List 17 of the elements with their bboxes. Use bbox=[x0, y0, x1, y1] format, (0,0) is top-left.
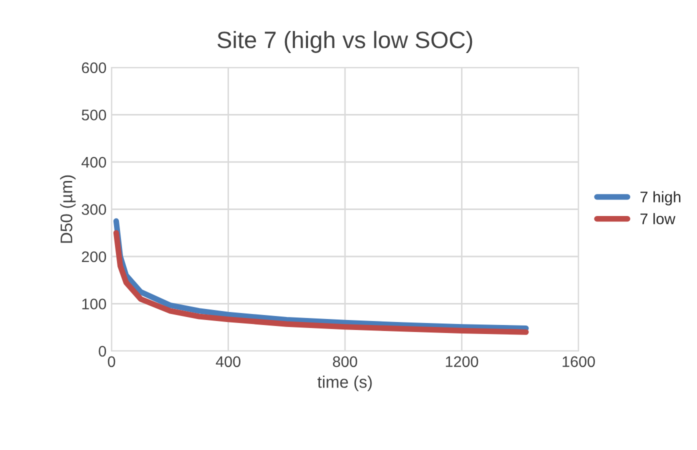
x-tick-label: 1600 bbox=[562, 356, 595, 368]
y-tick-label: 400 bbox=[82, 156, 106, 168]
y-tick-label: 500 bbox=[82, 110, 106, 120]
y-tick-label: 600 bbox=[82, 62, 106, 74]
chart-title: Site 7 (high vs low SOC) bbox=[218, 30, 472, 53]
legend-label: 7 high bbox=[640, 191, 680, 206]
x-tick-label: 0 bbox=[108, 356, 116, 368]
y-tick-label: 0 bbox=[98, 346, 106, 357]
y-tick-label: 200 bbox=[82, 251, 106, 262]
legend-label: 7 low bbox=[640, 213, 676, 224]
x-axis-title: time (s) bbox=[317, 376, 372, 392]
x-tick-label: 400 bbox=[216, 356, 240, 368]
y-tick-label: 100 bbox=[82, 298, 106, 310]
x-tick-label: 800 bbox=[332, 356, 358, 368]
y-tick-label: 300 bbox=[82, 204, 106, 215]
x-tick-label: 1200 bbox=[446, 356, 478, 368]
y-axis-title: D50 (µm) bbox=[60, 175, 76, 243]
